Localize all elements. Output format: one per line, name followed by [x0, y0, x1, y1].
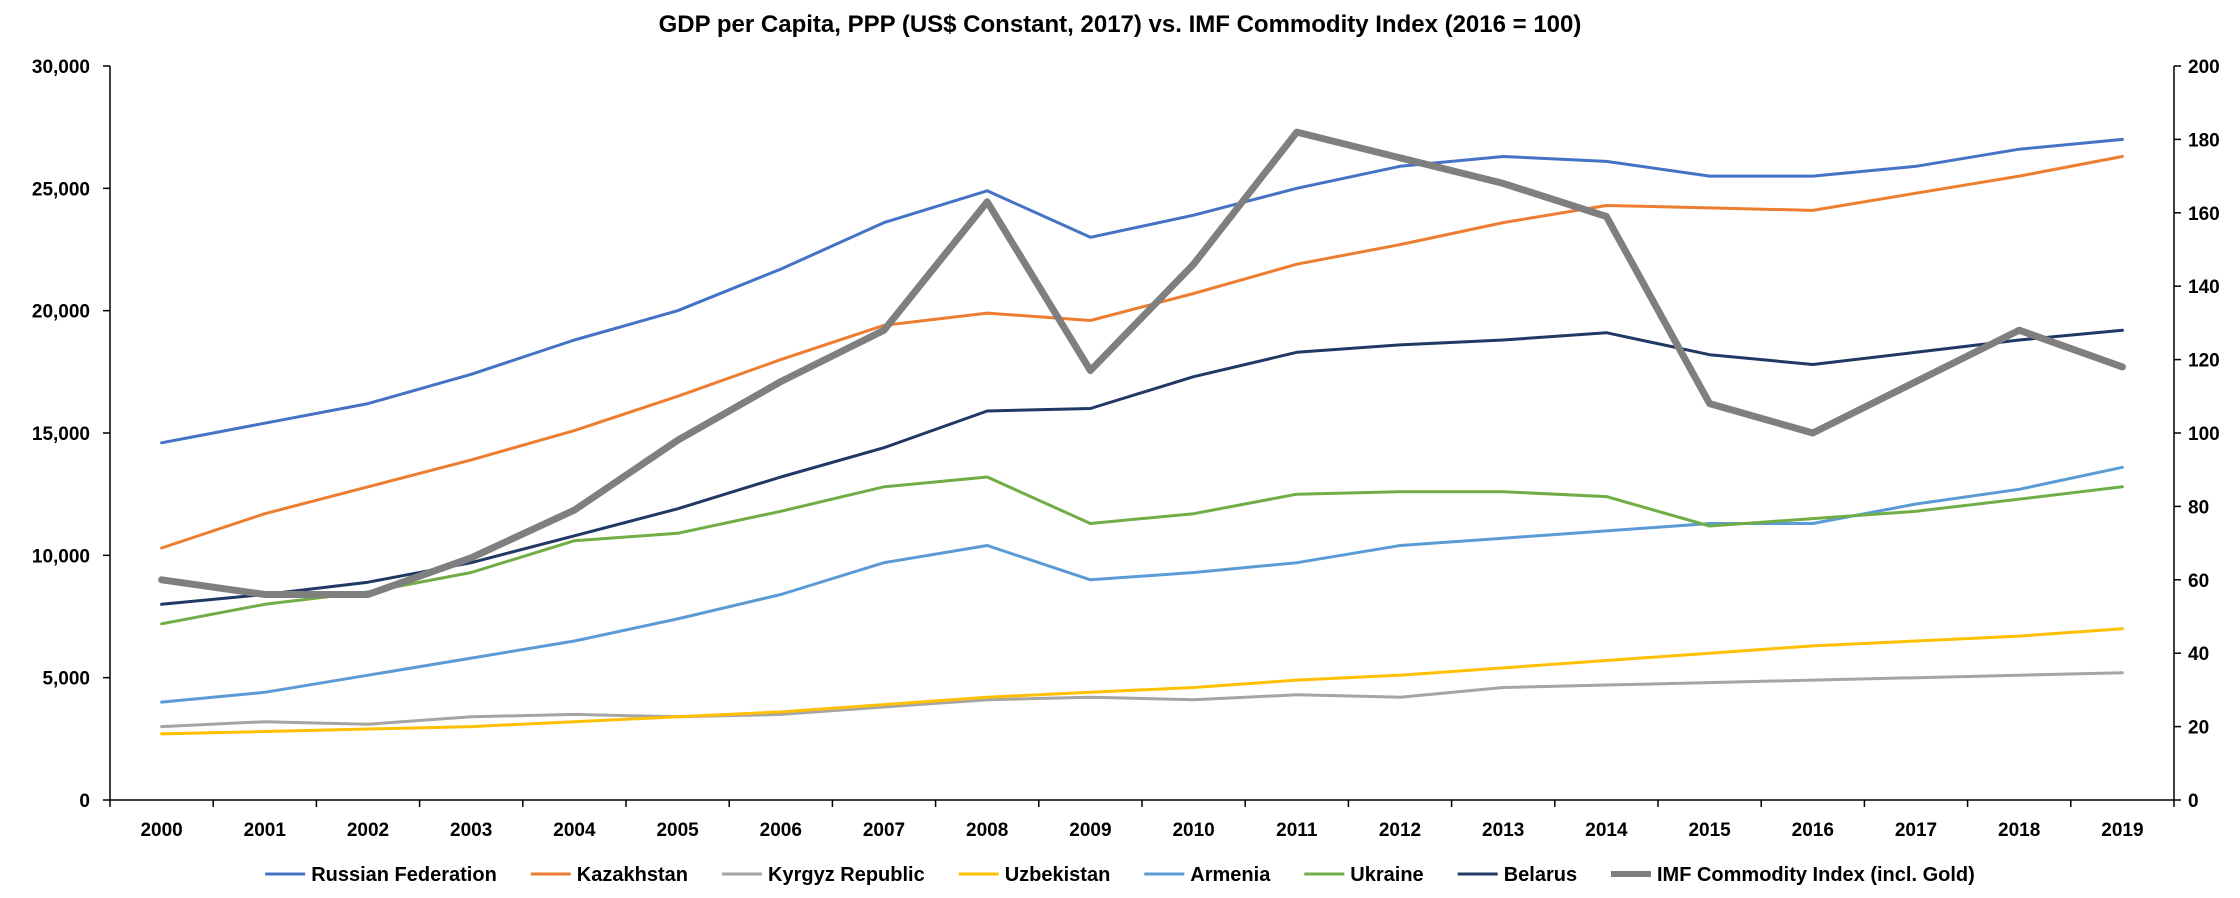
- y-right-tick-label: 60: [2188, 571, 2209, 592]
- y-left-tick-label: 10,000: [32, 546, 90, 567]
- y-right-tick-label: 120: [2188, 351, 2220, 372]
- x-tick-label: 2005: [656, 820, 699, 841]
- series-line-kazakhstan: [160, 155, 2124, 550]
- series-line-ukraine: [160, 475, 2124, 626]
- series-line-imf-commodity-index-incl-gold: [158, 128, 2126, 598]
- legend-item: Kazakhstan: [530, 864, 688, 886]
- legend-item: IMF Commodity Index (incl. Gold): [1611, 864, 1975, 886]
- x-tick-label: 2016: [1792, 820, 1834, 841]
- legend-label: IMF Commodity Index (incl. Gold): [1657, 864, 1975, 886]
- legend-label: Armenia: [1190, 864, 1271, 886]
- x-tick-label: 2003: [450, 820, 492, 841]
- x-tick-label: 2019: [2101, 820, 2143, 841]
- series-line-russian-federation: [160, 137, 2124, 445]
- x-tick-label: 2014: [1585, 820, 1628, 841]
- axes: 0 5,000 10,000 15,000 20,000 25,000 30,000 0 20 4…: [32, 57, 2220, 841]
- x-tick-label: 2006: [760, 820, 802, 841]
- legend-label: Kazakhstan: [577, 864, 688, 886]
- x-tick-label: 2001: [244, 820, 287, 841]
- y-right-tick-label: 100: [2188, 424, 2220, 445]
- legend-label: Kyrgyz Republic: [768, 864, 925, 886]
- y-left-tick-label: 30,000: [32, 57, 90, 78]
- x-tick-label: 2002: [347, 820, 389, 841]
- legend-item: Belarus: [1457, 864, 1577, 886]
- y-right-tick-label: 40: [2188, 644, 2209, 665]
- y-left-tick-label: 15,000: [32, 424, 90, 445]
- chart-title: GDP per Capita, PPP (US$ Constant, 2017)…: [659, 11, 1582, 38]
- y-right-tick-label: 0: [2188, 791, 2199, 812]
- y-right-tick-label: 20: [2188, 718, 2209, 739]
- legend-item: Ukraine: [1304, 864, 1424, 886]
- x-tick-label: 2012: [1379, 820, 1421, 841]
- legend-label: Russian Federation: [311, 864, 497, 886]
- legend-label: Uzbekistan: [1005, 864, 1111, 886]
- y-right-tick-label: 140: [2188, 277, 2220, 298]
- x-tick-label: 2010: [1172, 820, 1214, 841]
- series-layer: [158, 128, 2126, 736]
- y-left-tick-label: 5,000: [42, 669, 90, 690]
- legend: Russian Federation Kazakhstan Kyrgyz Repub…: [265, 864, 1975, 886]
- legend-item: Uzbekistan: [958, 864, 1111, 886]
- x-tick-label: 2017: [1895, 820, 1937, 841]
- y-left-tick-label: 20,000: [32, 302, 90, 323]
- x-tick-label: 2015: [1688, 820, 1731, 841]
- x-tick-label: 2018: [1998, 820, 2040, 841]
- y-right-tick-label: 160: [2188, 204, 2220, 225]
- series-line-belarus: [160, 328, 2124, 606]
- x-tick-label: 2007: [863, 820, 905, 841]
- legend-item: Russian Federation: [265, 864, 497, 886]
- y-right-tick-label: 80: [2188, 497, 2209, 518]
- legend-item: Kyrgyz Republic: [722, 864, 925, 886]
- x-tick-label: 2013: [1482, 820, 1524, 841]
- y-left-tick-label: 25,000: [32, 179, 90, 200]
- x-tick-label: 2000: [140, 820, 182, 841]
- x-tick-label: 2004: [553, 820, 596, 841]
- legend-label: Ukraine: [1350, 864, 1423, 886]
- legend-label: Belarus: [1504, 864, 1577, 886]
- x-tick-label: 2011: [1276, 820, 1318, 841]
- y-left-tick-label: 0: [79, 791, 90, 812]
- x-tick-label: 2008: [966, 820, 1008, 841]
- series-line-uzbekistan: [160, 627, 2124, 736]
- series-line-armenia: [160, 465, 2124, 704]
- y-right-tick-label: 200: [2188, 57, 2220, 78]
- y-right-tick-label: 180: [2188, 130, 2220, 151]
- series-line-kyrgyz-republic: [160, 671, 2124, 729]
- x-tick-label: 2009: [1069, 820, 1111, 841]
- legend-item: Armenia: [1144, 864, 1271, 886]
